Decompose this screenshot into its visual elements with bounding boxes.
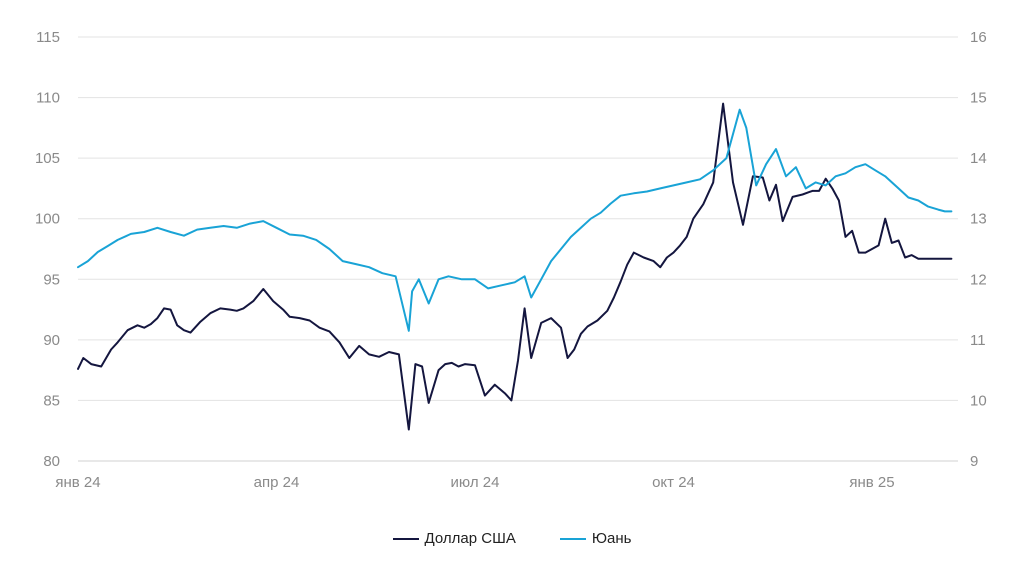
x-tick-label: апр 24 (254, 474, 300, 491)
x-tick-label: июл 24 (451, 474, 500, 491)
left-tick-label: 85 (43, 392, 60, 409)
gridlines (78, 36, 958, 462)
right-tick-label: 13 (970, 211, 987, 228)
series-lines (77, 102, 953, 431)
legend-label-cny: Юань (591, 530, 632, 547)
right-tick-label: 10 (970, 392, 987, 409)
legend-label-usd: Доллар США (424, 530, 516, 547)
legend-item-cny: Юань (559, 530, 632, 547)
x-axis-ticks: янв 24 апр 24 июл 24 окт 24 янв 25 (55, 474, 894, 491)
right-tick-label: 9 (970, 453, 978, 470)
right-tick-label: 15 (970, 90, 987, 107)
right-tick-label: 16 (970, 29, 987, 46)
left-axis-ticks: 80 85 90 95 100 105 110 115 (35, 29, 60, 470)
legend-item-usd: Доллар США (392, 530, 516, 547)
right-axis-ticks: 9 10 11 12 13 14 15 16 (970, 29, 987, 470)
left-tick-label: 95 (43, 271, 60, 288)
left-tick-label: 90 (43, 332, 60, 349)
x-tick-label: янв 24 (55, 474, 100, 491)
legend-swatch-cny (559, 537, 586, 540)
right-tick-label: 14 (970, 150, 987, 167)
left-tick-label: 100 (35, 211, 60, 228)
series-line-cny (77, 108, 953, 332)
legend: Доллар США Юань (0, 530, 1024, 547)
right-tick-label: 11 (970, 332, 986, 349)
left-tick-label: 115 (36, 29, 60, 46)
legend-swatch-usd (392, 537, 419, 540)
series-line-usd (77, 102, 953, 431)
x-tick-label: окт 24 (652, 474, 695, 491)
left-tick-label: 80 (43, 453, 60, 470)
right-tick-label: 12 (970, 271, 987, 288)
left-tick-label: 105 (35, 150, 60, 167)
left-tick-label: 110 (36, 90, 60, 107)
x-tick-label: янв 25 (849, 474, 894, 491)
